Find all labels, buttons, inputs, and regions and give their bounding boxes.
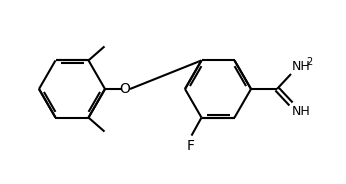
Text: NH: NH <box>292 105 311 118</box>
Text: NH: NH <box>292 60 311 73</box>
Text: F: F <box>186 139 194 153</box>
Text: O: O <box>120 82 130 96</box>
Text: 2: 2 <box>306 57 312 67</box>
